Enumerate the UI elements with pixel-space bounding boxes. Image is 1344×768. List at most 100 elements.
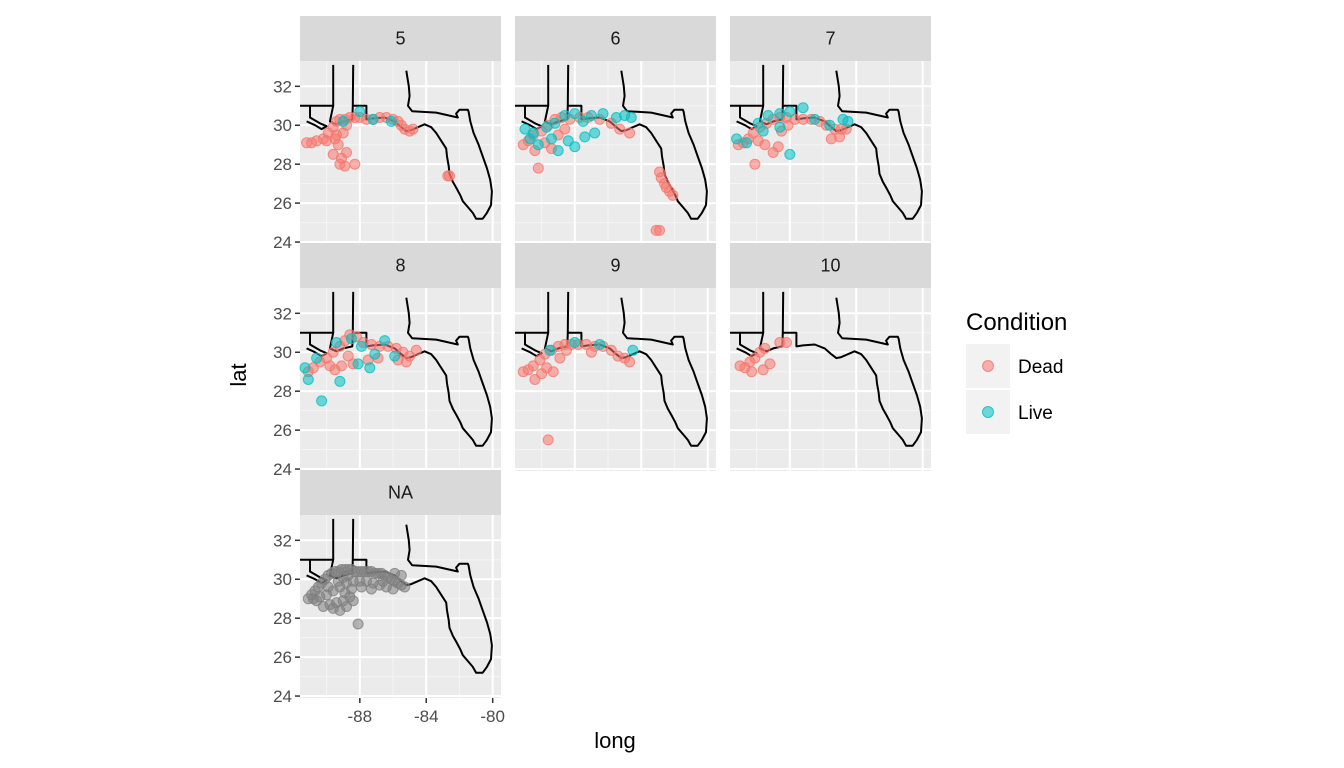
data-point-live (625, 112, 637, 123)
state-boundary (300, 104, 328, 131)
data-point-live (299, 362, 311, 374)
data-point-live (731, 133, 743, 145)
data-point-live (569, 337, 581, 348)
data-point-live (741, 137, 753, 149)
data-point-dead (342, 350, 354, 362)
facet-strip (300, 16, 501, 61)
data-point-dead (624, 127, 636, 139)
facet-strip (730, 16, 931, 61)
data-point-live (784, 106, 796, 118)
data-point-live (385, 115, 397, 127)
state-boundary (515, 104, 543, 131)
data-point-live (524, 133, 536, 145)
data-point-dead (331, 129, 342, 141)
data-point-na (352, 618, 364, 630)
facet-strip-label: 9 (610, 256, 620, 276)
data-point-live (757, 125, 769, 137)
data-point-live (842, 115, 854, 127)
data-point-dead (349, 158, 361, 170)
facet-panel-7: 7 (730, 16, 931, 244)
data-point-live (311, 352, 323, 364)
data-point-na (399, 581, 411, 593)
y-tick-label: 28 (273, 155, 292, 174)
data-point-live (369, 348, 381, 360)
data-point-na (347, 595, 359, 607)
data-point-dead (746, 366, 758, 378)
y-tick-label: 24 (273, 233, 292, 252)
data-point-na (387, 583, 399, 595)
data-point-dead (334, 158, 346, 170)
facet-strip (300, 470, 501, 515)
data-point-dead (336, 360, 347, 372)
legend-title: Condition (966, 309, 1067, 336)
data-point-dead (444, 170, 455, 182)
data-point-live (346, 333, 357, 345)
data-point-live (546, 133, 557, 145)
y-tick-label: 28 (273, 382, 292, 401)
data-point-dead (532, 162, 544, 174)
data-point-dead (547, 366, 559, 378)
facet-panel-5: 5 24 26 28 30 32 (273, 16, 501, 252)
data-point-live (559, 110, 571, 121)
panel-background (515, 61, 716, 244)
panel-background (730, 61, 931, 244)
data-point-live (532, 139, 544, 151)
data-point-dead (781, 337, 792, 348)
data-point-live (774, 121, 786, 133)
facet-panel-10: 10 (730, 243, 931, 471)
legend-entry-live: Live (966, 390, 1053, 434)
facet-panel-9: 9 (515, 243, 716, 471)
facet-panels: 5 24 26 28 30 32 6 7 8 24 26 28 30 32 9 10 NA 24 26 28 30 32 -… (273, 16, 931, 726)
data-point-na (311, 595, 323, 607)
data-point-live (577, 115, 589, 127)
facet-strip-label: NA (388, 483, 413, 503)
data-point-dead (341, 147, 352, 158)
panel-background (300, 288, 501, 471)
data-point-live (337, 115, 349, 127)
data-point-dead (554, 352, 566, 364)
y-tick-label: 32 (273, 304, 292, 323)
y-tick-label: 26 (273, 194, 292, 213)
data-point-live (784, 148, 796, 160)
data-point-live (389, 350, 401, 362)
facet-strip-label: 10 (820, 256, 840, 276)
data-point-live (356, 340, 367, 352)
data-point-live (379, 335, 391, 347)
data-point-dead (410, 344, 422, 356)
y-tick-label: 30 (273, 570, 292, 589)
data-point-live (809, 113, 821, 125)
data-point-live (552, 145, 564, 157)
data-point-live (367, 113, 379, 125)
data-point-live (824, 119, 836, 131)
state-boundary (740, 297, 923, 447)
data-point-dead (561, 344, 572, 356)
y-tick-label: 30 (273, 116, 292, 135)
data-point-live (354, 106, 366, 118)
data-point-live (762, 110, 774, 121)
data-point-live (331, 337, 342, 348)
y-tick-label: 26 (273, 648, 292, 667)
data-point-dead (614, 123, 626, 135)
facet-panel-8: 8 24 26 28 30 32 (273, 243, 501, 479)
facet-strip (515, 243, 716, 288)
data-point-live (549, 117, 561, 129)
facet-strip (300, 243, 501, 288)
data-point-live (597, 108, 609, 120)
y-tick-label: 32 (273, 77, 292, 96)
data-point-na (356, 581, 367, 593)
data-point-dead (825, 133, 837, 145)
legend-symbol (982, 406, 994, 418)
data-point-live (316, 395, 328, 407)
legend-symbol (982, 360, 994, 372)
legend-entry-dead: Dead (966, 344, 1063, 388)
facet-strip (515, 16, 716, 61)
data-point-live (589, 127, 601, 139)
data-point-dead (759, 342, 771, 354)
y-tick-label: 30 (273, 343, 292, 362)
facet-strip-label: 5 (395, 29, 405, 49)
facet-panel-6: 6 (515, 16, 716, 244)
y-tick-label: 24 (273, 460, 292, 479)
facet-strip-label: 8 (395, 256, 405, 276)
legend-label: Dead (1018, 357, 1063, 378)
facet-strip (730, 243, 931, 288)
